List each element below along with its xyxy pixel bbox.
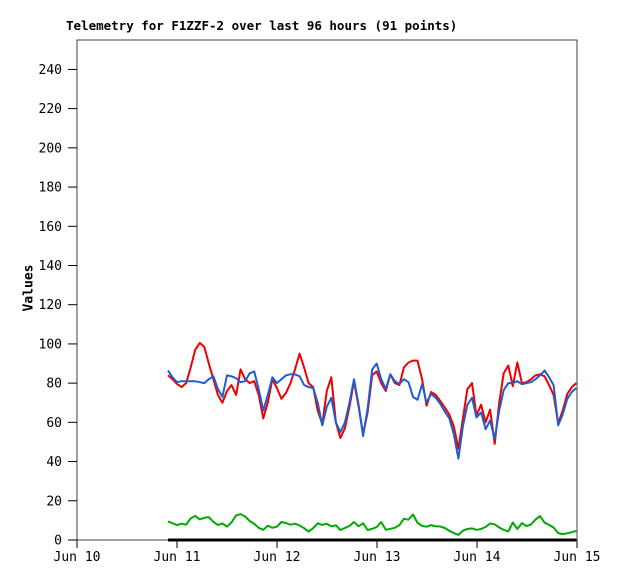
plot-border <box>76 39 578 541</box>
green-series-line <box>167 513 577 536</box>
y-tick-label: 60 <box>46 416 62 431</box>
blue-series-line <box>167 362 577 460</box>
y-tick-label: 140 <box>39 259 62 274</box>
y-tick-label: 20 <box>46 494 62 509</box>
y-tick-label: 160 <box>39 220 62 235</box>
x-tick-label: Jun 14 <box>454 550 501 565</box>
x-tick-label: Jun 13 <box>354 550 401 565</box>
y-tick-label: 240 <box>39 63 62 78</box>
red-series-line <box>167 341 577 450</box>
y-tick-label: 100 <box>39 337 62 352</box>
y-tick-label: 120 <box>39 298 62 313</box>
x-tick-label: Jun 10 <box>54 550 101 565</box>
x-tick-label: Jun 12 <box>254 550 301 565</box>
y-tick-label: 200 <box>39 141 62 156</box>
y-tick-label: 220 <box>39 102 62 117</box>
chart-title: Telemetry for F1ZZF-2 over last 96 hours… <box>66 18 458 33</box>
y-tick-label: 40 <box>46 455 62 470</box>
y-tick-label: 0 <box>54 534 62 549</box>
x-tick-label: Jun 11 <box>154 550 201 565</box>
y-tick-label: 180 <box>39 181 62 196</box>
y-tick-label: 80 <box>46 377 62 392</box>
x-tick-label: Jun 15 <box>554 550 601 565</box>
